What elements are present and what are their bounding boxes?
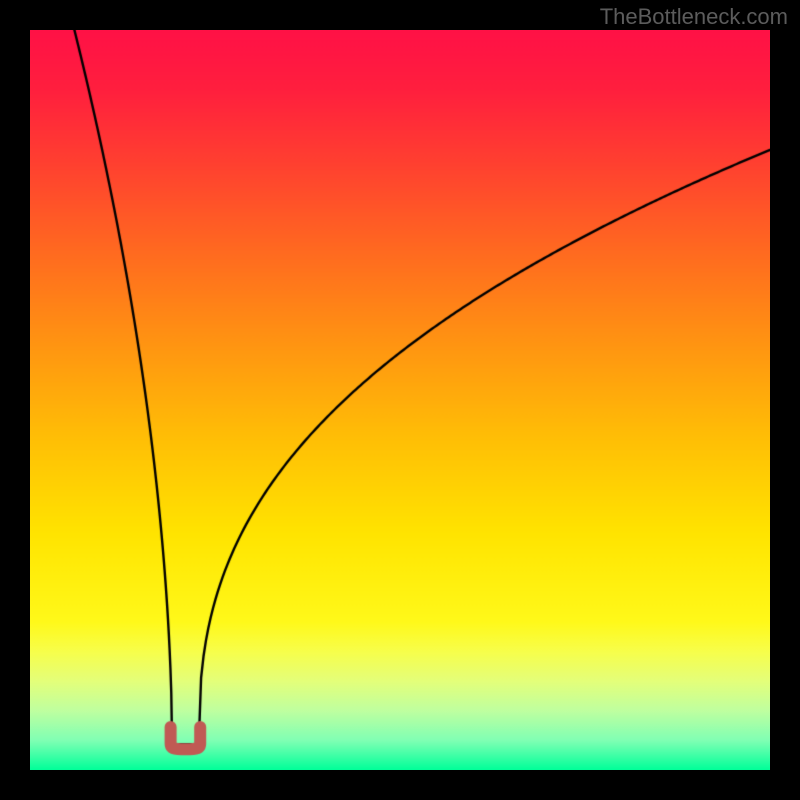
chart-root: TheBottleneck.com: [0, 0, 800, 800]
watermark-text: TheBottleneck.com: [600, 4, 788, 30]
bottleneck-curve-canvas: [30, 30, 770, 770]
plot-area: [30, 30, 770, 770]
